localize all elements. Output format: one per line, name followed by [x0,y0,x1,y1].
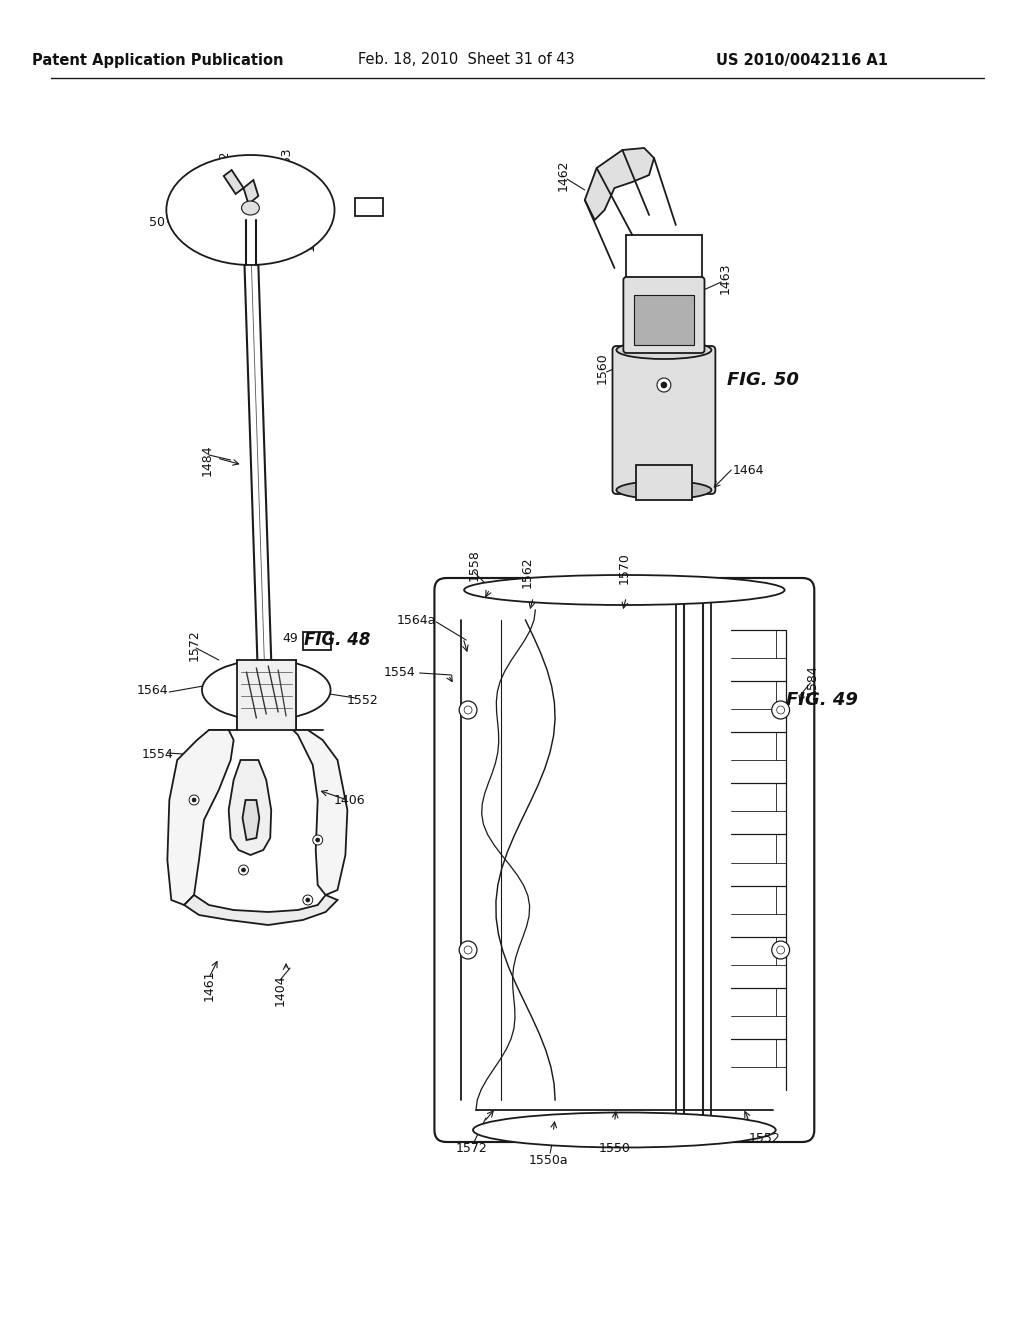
Circle shape [459,701,477,719]
Text: 1461: 1461 [203,969,215,1001]
Circle shape [239,865,249,875]
Text: 1564: 1564 [136,684,168,697]
Circle shape [193,799,196,803]
Circle shape [312,836,323,845]
Text: 50: 50 [150,215,166,228]
Circle shape [464,946,472,954]
Circle shape [459,941,477,960]
Text: 1552: 1552 [346,693,378,706]
Text: 1462: 1462 [556,160,569,191]
Text: 1463: 1463 [280,147,293,178]
Text: 1554: 1554 [384,665,416,678]
Polygon shape [223,170,244,194]
FancyBboxPatch shape [434,578,814,1142]
Polygon shape [167,730,233,906]
FancyBboxPatch shape [612,346,716,494]
Bar [634,294,693,345]
Text: 1572: 1572 [456,1142,487,1155]
Ellipse shape [464,576,784,605]
Polygon shape [244,180,258,205]
Ellipse shape [616,480,712,499]
Text: 1554: 1554 [141,748,173,762]
Text: 1560: 1560 [303,219,316,251]
Polygon shape [585,148,654,220]
Ellipse shape [242,201,259,215]
Ellipse shape [202,660,331,719]
Polygon shape [293,730,347,895]
Circle shape [776,946,784,954]
Polygon shape [228,760,271,855]
Circle shape [776,706,784,714]
Text: 1552: 1552 [749,1131,780,1144]
Text: 1558: 1558 [468,549,480,581]
Bar [237,660,296,730]
Circle shape [772,701,790,719]
Bar [636,465,691,500]
Bar [355,198,383,216]
Text: 1462: 1462 [217,149,230,181]
Text: 1550: 1550 [599,1142,631,1155]
Ellipse shape [166,154,335,265]
Circle shape [303,895,312,906]
Text: 1564a: 1564a [397,614,436,627]
Text: 1484: 1484 [201,445,213,475]
Text: 1550a: 1550a [528,1154,568,1167]
Circle shape [189,795,199,805]
Text: 1463: 1463 [719,263,732,294]
Circle shape [306,898,310,902]
Text: 1464: 1464 [732,463,764,477]
Polygon shape [243,800,259,840]
Text: 1570: 1570 [617,552,631,583]
Text: 1562: 1562 [521,556,534,587]
Text: 1584: 1584 [806,664,819,696]
Polygon shape [184,895,338,925]
FancyBboxPatch shape [624,277,705,352]
Circle shape [242,869,246,873]
Text: 1572: 1572 [187,630,201,661]
Circle shape [315,838,319,842]
Ellipse shape [473,1113,776,1147]
Bar [303,632,331,649]
Text: FIG. 50: FIG. 50 [727,371,799,389]
Circle shape [464,706,472,714]
Text: 49: 49 [283,632,298,645]
Ellipse shape [616,341,712,359]
Circle shape [772,941,790,960]
Circle shape [657,378,671,392]
Text: 1560: 1560 [596,352,609,384]
Text: 1406: 1406 [334,793,366,807]
Text: 1404: 1404 [273,974,287,1006]
Text: US 2010/0042116 A1: US 2010/0042116 A1 [717,53,889,67]
Circle shape [660,381,667,388]
Text: FIG. 48: FIG. 48 [304,631,371,649]
Text: Feb. 18, 2010  Sheet 31 of 43: Feb. 18, 2010 Sheet 31 of 43 [357,53,574,67]
Text: FIG. 49: FIG. 49 [786,690,858,709]
Text: Patent Application Publication: Patent Application Publication [32,53,284,67]
